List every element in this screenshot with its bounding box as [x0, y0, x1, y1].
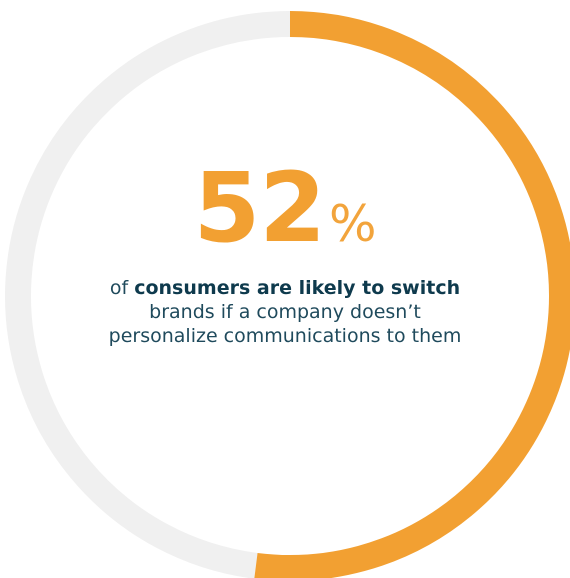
stat-caption: of consumers are likely to switch brands…: [35, 276, 535, 348]
donut-remainder-arc: [5, 11, 291, 578]
caption-line-3: personalize communications to them: [108, 325, 462, 347]
stat-block: 52 % of consumers are likely to switch b…: [35, 160, 535, 348]
caption-prefix: of: [109, 277, 135, 299]
donut-highlight-arc: [254, 11, 570, 578]
stat-unit: %: [329, 195, 377, 253]
caption-line-1: of consumers are likely to switch: [35, 276, 535, 300]
stat-line: 52 %: [35, 160, 535, 256]
caption-line-2: brands if a company doesn’t: [149, 301, 421, 323]
caption-bold: consumers are likely to switch: [134, 277, 461, 299]
stat-value: 52: [193, 152, 326, 264]
